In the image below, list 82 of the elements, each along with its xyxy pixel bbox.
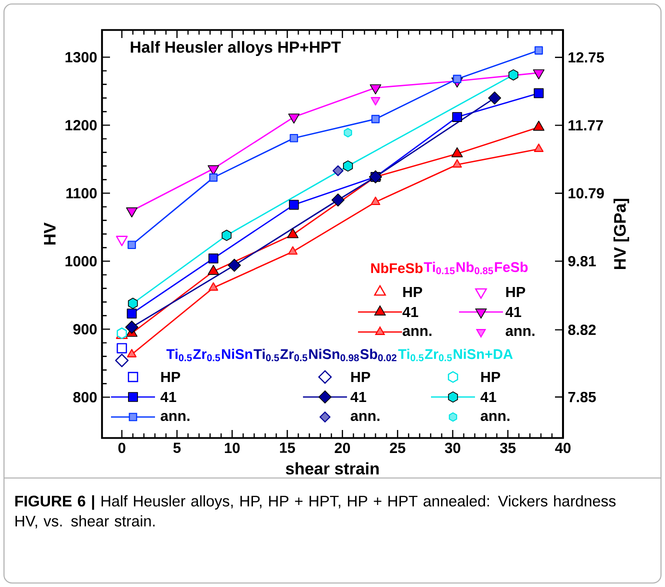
y2-tick-label: 8.82 [568, 324, 596, 335]
legend-label: HP [351, 372, 370, 382]
point [126, 308, 137, 318]
point [331, 193, 345, 207]
point [371, 114, 380, 124]
y-tick-label: 1000 [66, 256, 97, 266]
legend-label: ann. [350, 412, 380, 422]
annotation: NbFeSb [371, 262, 423, 274]
annotation: Ti$_{0.5}$Zr$_{0.5}$NiSn+DA [398, 348, 513, 362]
point [534, 46, 543, 55]
point [370, 97, 380, 106]
x-tick-label: 0 [118, 442, 126, 454]
legend-label: HP [481, 372, 500, 382]
point [452, 112, 462, 122]
point [452, 74, 462, 84]
point [533, 120, 544, 131]
point [452, 159, 462, 168]
y2-tick-label: 12.75 [568, 52, 604, 63]
y2-tick-label: 9.81 [568, 256, 596, 266]
x-axis-title: shear strain [286, 462, 379, 475]
annotation: Ti$_{0.5}$Zr$_{0.5}$NiSn [166, 348, 252, 362]
annotation: Ti$_{0.15}$Nb$_{0.85}$FeSb [424, 262, 528, 274]
x-tick-label: 10 [224, 442, 240, 454]
y2-tick-label: 7.85 [568, 392, 596, 402]
point [208, 282, 218, 291]
point [127, 348, 137, 358]
legend-label: 41 [160, 392, 176, 402]
legend-label: ann. [480, 412, 510, 422]
legend-label: 41 [350, 392, 366, 402]
point [533, 69, 544, 80]
point [115, 354, 129, 368]
point [488, 91, 502, 105]
point [288, 200, 299, 210]
legend-label: HP [161, 372, 180, 382]
legend-label: ann. [402, 328, 432, 336]
y-axis-title: HV [44, 222, 56, 244]
y2-tick-label: 10.79 [568, 188, 604, 198]
point [534, 144, 544, 152]
text: Half Heusler alloys HP+HPT [130, 41, 341, 56]
y2-axis-title: HV [GPa] [614, 198, 630, 270]
point [508, 69, 518, 80]
legend-label: HP [506, 286, 526, 298]
x-tick-label: 5 [173, 442, 181, 453]
y-tick-label: 800 [73, 392, 97, 402]
y-tick-label: 1100 [66, 188, 97, 198]
legend-label: HP [403, 286, 422, 298]
x-tick-label: 35 [500, 442, 516, 454]
point [287, 228, 298, 238]
point [534, 88, 544, 98]
legend-label: 41 [402, 306, 418, 318]
x-tick-label: 30 [444, 442, 460, 454]
point [128, 298, 138, 309]
y2-tick-label: 11.77 [568, 120, 603, 130]
point [125, 320, 138, 334]
y-tick-label: 1200 [66, 120, 97, 130]
legend-label: ann. [506, 328, 534, 336]
point [209, 173, 218, 182]
point [116, 343, 127, 354]
annotation: Ti$_{0.5}$Zr$_{0.5}$NiSn$_{0.98}$Sb$_{0.02}$ [254, 348, 396, 362]
y-tick-label: 900 [73, 324, 97, 334]
y-tick-label: 1300 [66, 52, 97, 62]
point [288, 246, 298, 255]
point [343, 160, 353, 172]
point [208, 264, 220, 275]
legend-label: ann. [160, 412, 190, 422]
x-tick-label: 25 [390, 442, 406, 454]
x-tick-label: 20 [334, 442, 350, 454]
point [370, 84, 382, 94]
point [451, 147, 463, 158]
point [290, 134, 298, 142]
legend-label: 41 [506, 306, 522, 318]
text: FIGURE 6 | Half Heusler alloys, HP, HP + HPT, HP + HPT annealed: Vickers hardness HV, vs. shear strain. [15, 495, 616, 528]
point [222, 230, 232, 241]
x-tick-label: 15 [280, 442, 296, 453]
point [208, 254, 218, 264]
point [332, 165, 344, 176]
legend-label: 41 [480, 392, 496, 402]
x-tick-label: 40 [555, 442, 571, 454]
point [228, 258, 241, 272]
point [370, 196, 380, 206]
point [128, 240, 136, 250]
point [344, 128, 352, 138]
